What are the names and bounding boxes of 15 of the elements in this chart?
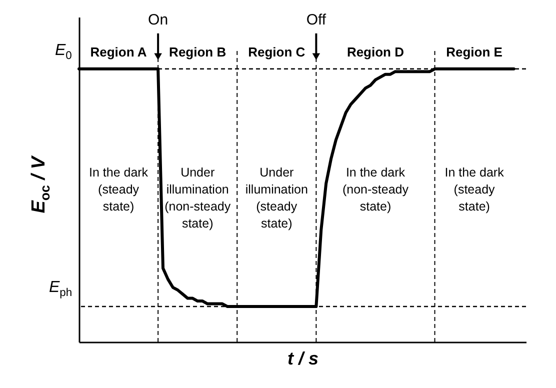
annotation: Under illumination (non-steady state) bbox=[164, 166, 232, 231]
annotation: In the dark (steady state) bbox=[444, 166, 505, 214]
text: Region A bbox=[90, 44, 148, 60]
annotation: In the dark (steady state) bbox=[88, 166, 149, 214]
text: Off bbox=[306, 12, 327, 29]
text: Region E bbox=[446, 44, 503, 60]
annotation: Under illumination (steady state) bbox=[245, 166, 308, 231]
text: On bbox=[148, 12, 168, 29]
text: Region D bbox=[346, 44, 404, 60]
text: Region B bbox=[169, 44, 226, 60]
ref-line-label: E$_{ph}$ bbox=[49, 279, 72, 300]
x-axis-title: t / s bbox=[287, 348, 319, 368]
text: Region C bbox=[248, 44, 306, 60]
ref-line-label: E$_{0}$ bbox=[55, 42, 72, 62]
annotation: In the dark (non-steady state) bbox=[342, 166, 410, 214]
